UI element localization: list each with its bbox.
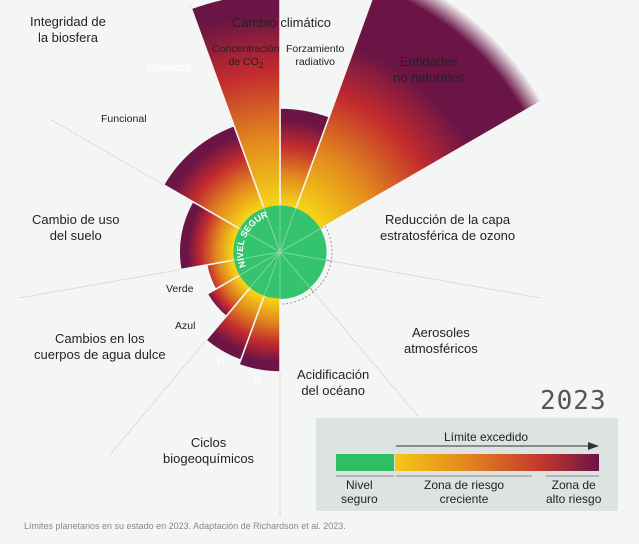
safe-zone-divider <box>248 251 281 290</box>
sector-divider-line <box>109 251 281 456</box>
label-genetic: Genética <box>147 62 192 74</box>
legend-arrow-head <box>588 442 599 450</box>
safe-zone-divider <box>279 251 312 290</box>
label-co2: Concentración de CO2 <box>212 43 280 71</box>
label-ozone: Reducción de la capa estratosférica de oz… <box>380 212 516 243</box>
legend: Límite excedido Nivel seguro Zona de ries… <box>316 418 618 511</box>
year-label: 2023 <box>540 386 607 416</box>
label-biosphere: Integridad de la biosfera <box>30 14 106 45</box>
safe-zone-divider <box>263 206 281 253</box>
footer-caption: Límites planetarios en su estado en 2023… <box>24 521 346 531</box>
label-p: P <box>217 355 226 369</box>
safe-zone-divider <box>238 251 281 277</box>
sector-divider-line <box>18 251 281 299</box>
legend-high-label: Zona de alto riesgo <box>546 478 602 506</box>
legend-increasing-label: Zona de riesgo creciente <box>424 478 505 506</box>
label-climate: Cambio climático <box>232 15 331 30</box>
safe-zone-divider <box>263 251 281 298</box>
legend-safe-label: Nivel seguro <box>341 478 378 506</box>
safe-zone-divider <box>279 206 297 253</box>
safe-zone-divider <box>279 251 328 261</box>
safe-zone-divider <box>238 227 281 253</box>
label-functional: Funcional <box>101 113 147 125</box>
label-blue-water: Azul <box>175 320 196 332</box>
legend-risk-gradient <box>395 454 599 471</box>
legend-exceeded-label: Límite excedido <box>444 430 529 444</box>
boundary-wedge-entidades-no-naturales <box>278 0 543 254</box>
boundary-wedge-gen-tica <box>190 0 281 253</box>
legend-safe-swatch <box>336 454 394 471</box>
label-aerosols: Aerosoles atmosféricos <box>404 325 478 356</box>
safe-boundary-dashed-arc <box>278 225 333 262</box>
label-ocean: Acidificación del océano <box>297 367 370 398</box>
label-radiative: Forzamiento radiativo <box>286 43 345 68</box>
label-green-water: Verde <box>166 283 194 295</box>
label-freshwater: Cambios en los cuerpos de agua dulce <box>34 331 166 362</box>
safe-boundary-dashed-arc <box>278 251 332 293</box>
safe-zone-divider <box>232 251 281 261</box>
sector-divider-line <box>279 251 542 299</box>
sector-divider-line <box>50 118 281 253</box>
safe-zone-divider <box>279 227 322 253</box>
legend-graphics <box>336 442 599 477</box>
label-novel-entities: Entidades no naturales <box>393 54 465 85</box>
label-biogeochemical: Ciclos biogeoquímicos <box>163 435 255 466</box>
label-n: N <box>253 374 262 388</box>
label-land-use: Cambio de uso del suelo <box>32 212 120 243</box>
